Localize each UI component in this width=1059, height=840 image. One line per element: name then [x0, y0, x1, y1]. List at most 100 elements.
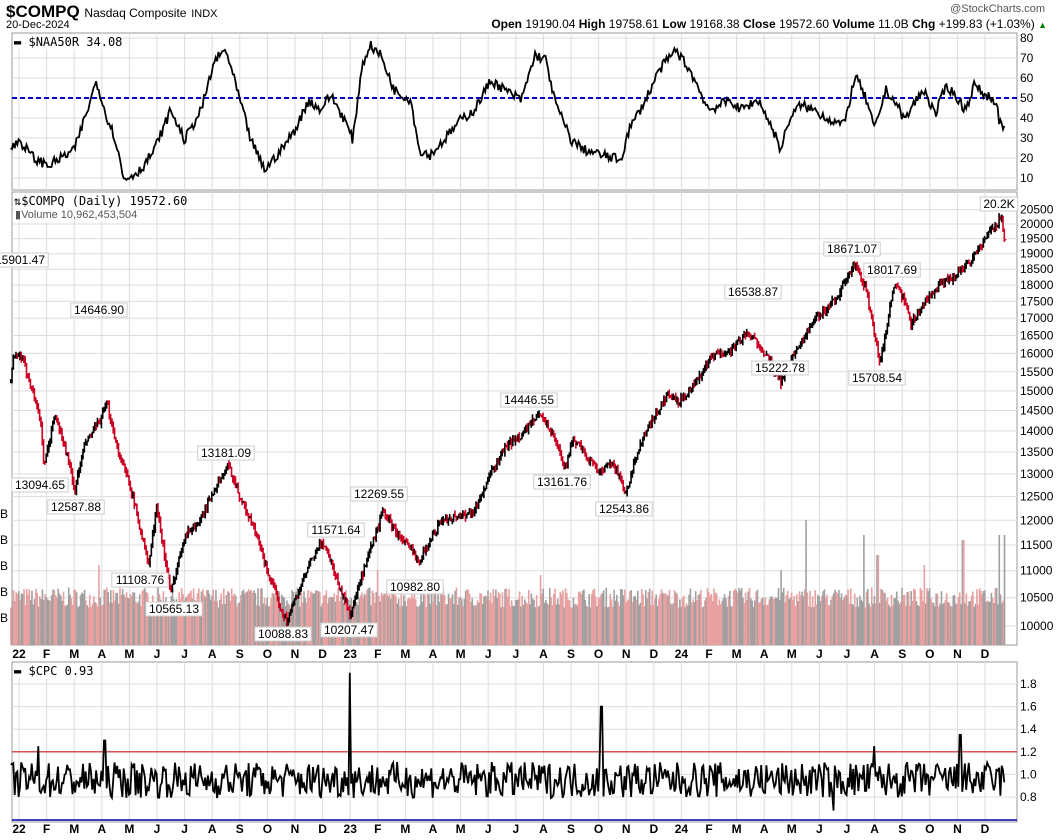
- volume-bar: [441, 594, 443, 645]
- volume-bar: [91, 603, 94, 645]
- volume-bar: [677, 607, 680, 645]
- volume-axis-label: B: [0, 611, 8, 625]
- volume-bar: [510, 600, 513, 645]
- volume-bar: [785, 595, 788, 645]
- volume-bar: [39, 596, 41, 645]
- volume-bar: [73, 589, 75, 645]
- volume-bar: [665, 594, 668, 645]
- volume-bar: [970, 595, 973, 645]
- volume-bar: [123, 594, 125, 645]
- volume-bar: [972, 591, 974, 645]
- volume-bar: [380, 592, 383, 645]
- volume-bar: [153, 603, 155, 645]
- volume-bar: [19, 600, 21, 645]
- volume-bar: [234, 595, 237, 645]
- x-tick-label: N: [622, 822, 631, 836]
- volume-bar: [533, 599, 535, 645]
- volume-bar: [414, 599, 417, 645]
- volume-bar: [33, 598, 36, 645]
- annotation-box: [47, 499, 105, 515]
- volume-bar: [276, 593, 279, 645]
- volume-bar: [830, 599, 832, 645]
- volume-bar: [928, 588, 931, 645]
- annotation-box: [863, 262, 921, 278]
- volume-bar: [994, 588, 997, 645]
- volume-bar: [223, 588, 225, 645]
- volume-bar: [238, 602, 241, 645]
- volume-bar: [180, 588, 183, 645]
- volume-bar: [747, 591, 750, 645]
- volume-bar: [368, 587, 371, 645]
- volume-bar: [563, 607, 566, 645]
- volume-bar: [894, 598, 897, 645]
- volume-bar: [944, 599, 947, 645]
- volume-bar: [881, 589, 884, 645]
- volume-bar: [363, 593, 366, 645]
- volume-bar: [117, 603, 120, 645]
- volume-bar: [228, 592, 230, 645]
- volume-bar: [221, 604, 224, 645]
- volume-bar: [183, 600, 186, 645]
- volume-bar: [62, 591, 65, 645]
- volume-bar: [748, 587, 751, 645]
- volume-bar: [885, 600, 888, 645]
- volume-bar: [867, 588, 869, 645]
- volume-bar: [855, 607, 857, 645]
- volume-bar: [660, 589, 663, 645]
- volume-bar: [481, 603, 484, 645]
- naa50r-line: [10, 41, 1006, 182]
- volume-bar: [378, 595, 380, 645]
- x-tick-label: A: [208, 647, 217, 661]
- volume-bar: [844, 594, 847, 645]
- x-tick-label: F: [43, 822, 50, 836]
- volume-bar: [732, 590, 735, 645]
- volume-bar: [392, 587, 395, 645]
- volume-bar: [488, 600, 491, 645]
- volume-bar: [895, 591, 898, 645]
- volume-bar: [340, 596, 342, 645]
- volume-bar: [92, 596, 95, 645]
- volume-bar: [305, 602, 308, 645]
- x-tick-label: O: [925, 647, 934, 661]
- volume-bar: [145, 592, 148, 645]
- volume-bar: [593, 588, 596, 645]
- volume-bar: [512, 605, 514, 645]
- volume-bar: [418, 605, 421, 645]
- x-tick-label: D: [981, 822, 990, 836]
- y-tick-label: 15500: [1020, 365, 1054, 379]
- volume-bar: [910, 591, 913, 645]
- volume-bar: [396, 603, 399, 645]
- y-tick-label: 50: [1020, 91, 1034, 105]
- volume-bar: [755, 591, 757, 645]
- volume-bar: [251, 592, 254, 645]
- volume-bar: [930, 597, 932, 645]
- volume-bar: [784, 602, 786, 645]
- volume-bar: [827, 604, 830, 645]
- volume-bar: [613, 590, 615, 645]
- volume-bar: [186, 596, 188, 645]
- volume-bar: [134, 601, 137, 645]
- volume-bar: [573, 604, 576, 645]
- volume-bar: [851, 603, 853, 645]
- y-tick-label: 60: [1020, 71, 1034, 85]
- volume-bar: [263, 598, 266, 645]
- volume-bar: [961, 540, 964, 645]
- volume-bar: [508, 589, 510, 645]
- volume-bar: [629, 591, 631, 645]
- volume-bar: [977, 604, 980, 645]
- volume-bar: [265, 604, 267, 645]
- volume-bar: [472, 605, 475, 645]
- volume-bar: [202, 589, 204, 645]
- volume-bar: [367, 588, 370, 645]
- x-tick-label: M: [69, 647, 79, 661]
- y-tick-label: 20500: [1020, 203, 1054, 217]
- volume-bar: [714, 592, 717, 645]
- volume-bar: [226, 591, 229, 645]
- volume-bar: [960, 604, 962, 645]
- volume-bar: [445, 604, 447, 645]
- x-tick-label: S: [236, 822, 244, 836]
- volume-bar: [57, 588, 60, 645]
- x-tick-label: A: [539, 647, 548, 661]
- x-tick-label: 23: [344, 647, 358, 661]
- volume-bar: [754, 600, 756, 645]
